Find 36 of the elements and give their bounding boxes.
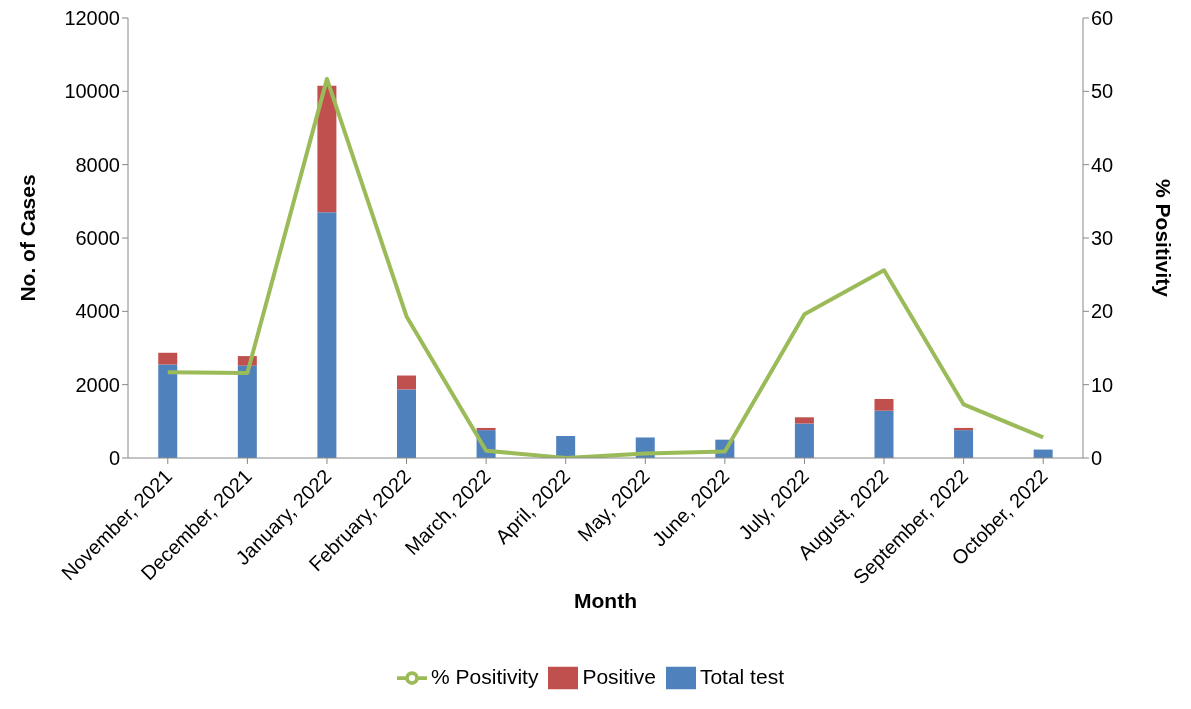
bar xyxy=(317,85,337,213)
y-tick-label: 2000 xyxy=(75,373,120,396)
y-tick-label: 6000 xyxy=(75,227,120,250)
bar xyxy=(476,427,496,431)
bar xyxy=(794,417,814,424)
y-axis-title: No. of Cases xyxy=(16,174,40,302)
bar xyxy=(396,375,416,390)
y2-tick-label: 10 xyxy=(1091,373,1114,396)
y2-tick-label: 20 xyxy=(1091,300,1114,323)
y-tick-label: 8000 xyxy=(75,153,120,176)
y2-tick-label: 60 xyxy=(1091,7,1114,30)
bar xyxy=(158,364,178,458)
bar xyxy=(158,352,178,365)
bar xyxy=(874,410,894,458)
bar xyxy=(556,436,576,458)
bar xyxy=(954,427,974,431)
bar xyxy=(954,430,974,458)
y-tick-label: 10000 xyxy=(64,80,120,103)
y-tick-label: 12000 xyxy=(64,7,120,30)
y2-tick-label: 50 xyxy=(1091,80,1114,103)
y-tick-label: 4000 xyxy=(75,300,120,323)
line-series xyxy=(165,76,1046,458)
y-tick-label: 0 xyxy=(108,447,120,470)
y2-tick-label: 40 xyxy=(1091,153,1114,176)
legend-label: Total test xyxy=(699,664,784,688)
y2-tick-label: 0 xyxy=(1091,447,1103,470)
legend-label: Positive xyxy=(582,664,656,688)
bar xyxy=(874,398,894,411)
bar xyxy=(317,212,337,458)
y2-tick-label: 30 xyxy=(1091,227,1114,250)
bar xyxy=(396,389,416,458)
bar xyxy=(794,423,814,458)
legend-label: % Positivity xyxy=(431,664,539,688)
x-axis-title: Month xyxy=(574,589,637,612)
bar xyxy=(237,365,257,458)
y2-axis-title: % Positivity xyxy=(1151,179,1175,298)
